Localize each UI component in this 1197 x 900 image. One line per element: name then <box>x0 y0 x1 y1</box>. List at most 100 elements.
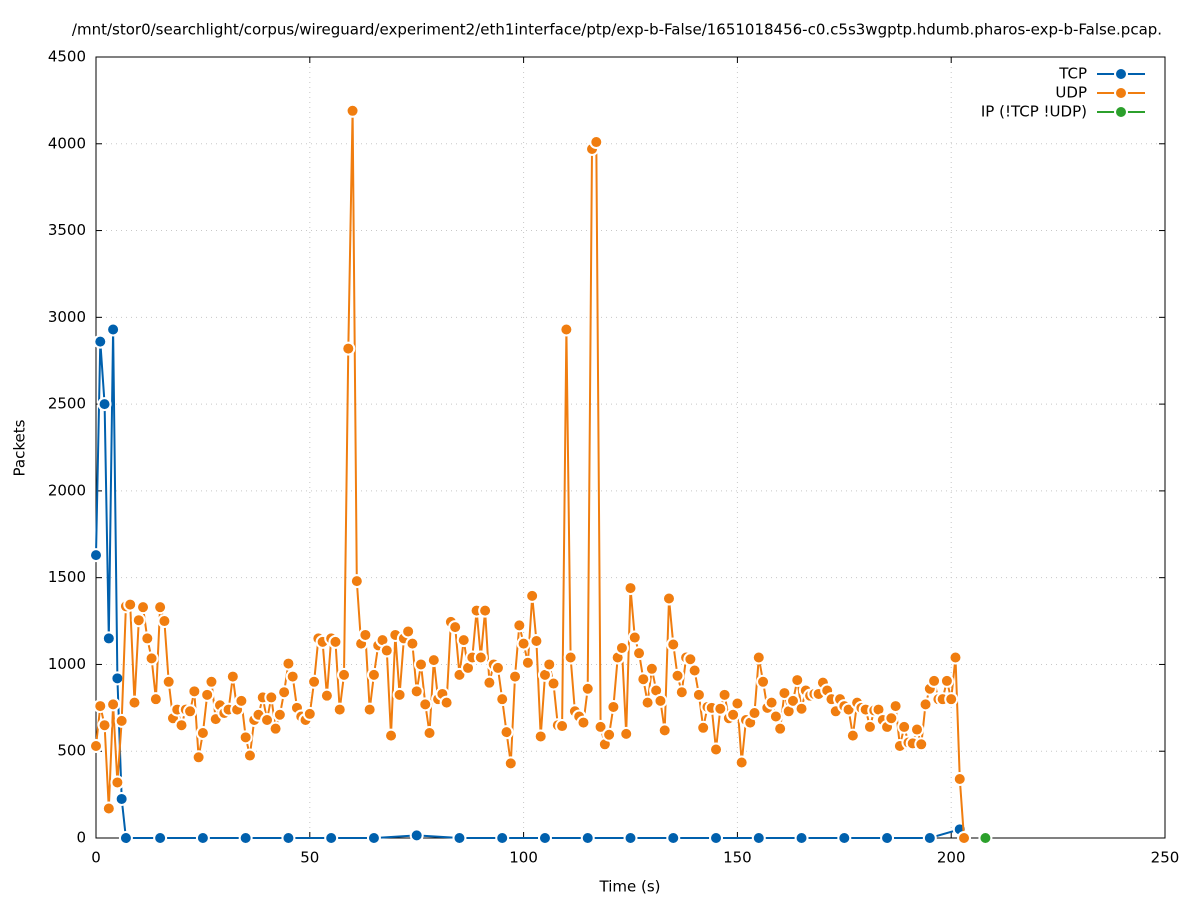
data-point <box>264 690 279 705</box>
data-point <box>957 831 972 845</box>
data-point <box>602 727 617 742</box>
data-point <box>747 706 762 721</box>
data-point <box>751 831 766 845</box>
data-point <box>148 692 163 707</box>
data-point <box>439 695 454 710</box>
data-point <box>918 697 933 712</box>
data-point <box>281 656 296 671</box>
data-point <box>136 600 151 615</box>
legend-label: TCP <box>1058 65 1087 83</box>
data-point <box>696 720 711 735</box>
data-point <box>512 618 527 633</box>
data-point <box>106 697 121 712</box>
data-point <box>606 699 621 714</box>
data-point <box>238 831 253 845</box>
data-point <box>837 831 852 845</box>
data-point <box>110 775 125 790</box>
data-point <box>89 548 103 563</box>
data-point <box>580 831 595 845</box>
y-tick-label: 1500 <box>48 568 86 586</box>
data-point <box>948 650 963 665</box>
data-point <box>888 699 903 714</box>
series-line <box>95 329 961 839</box>
data-point <box>589 135 604 150</box>
data-point <box>794 831 809 845</box>
data-point <box>862 719 877 734</box>
data-point <box>114 791 129 806</box>
data-point <box>516 636 531 651</box>
data-point <box>559 322 574 337</box>
x-tick-label: 0 <box>91 849 101 867</box>
data-point <box>683 652 698 667</box>
y-tick-label: 0 <box>76 829 86 847</box>
x-axis-label: Time (s) <box>599 878 661 896</box>
data-point <box>691 687 706 702</box>
x-tick-label: 100 <box>509 849 538 867</box>
data-point <box>944 692 959 707</box>
data-point <box>234 693 249 708</box>
data-point <box>93 699 108 714</box>
data-point <box>533 729 548 744</box>
data-point <box>281 831 296 845</box>
data-point <box>508 669 523 684</box>
data-point <box>580 681 595 696</box>
data-point <box>482 675 497 690</box>
data-point <box>448 620 463 635</box>
data-point <box>114 713 129 728</box>
data-point <box>914 737 929 752</box>
data-point <box>687 663 702 678</box>
data-point <box>131 613 146 628</box>
data-point <box>756 674 771 689</box>
data-point <box>277 685 292 700</box>
data-point <box>661 591 676 606</box>
data-point <box>773 721 788 736</box>
data-point <box>623 581 638 596</box>
data-point <box>670 668 685 683</box>
y-tick-label: 500 <box>57 742 86 760</box>
data-point <box>709 831 724 845</box>
data-point <box>174 718 189 733</box>
data-point <box>529 634 544 649</box>
data-point <box>93 334 108 349</box>
data-point <box>636 672 651 687</box>
data-point <box>777 686 792 701</box>
data-point <box>456 633 471 648</box>
y-tick-label: 4500 <box>48 48 86 66</box>
data-point <box>337 667 352 682</box>
data-point <box>845 728 860 743</box>
data-point <box>268 721 283 736</box>
data-point <box>405 636 420 651</box>
data-point <box>880 831 895 845</box>
data-point <box>285 669 300 684</box>
data-point <box>225 669 240 684</box>
data-point <box>499 725 514 740</box>
data-point <box>358 627 373 642</box>
data-point <box>409 828 424 843</box>
data-point <box>563 650 578 665</box>
data-point <box>546 676 561 691</box>
data-point <box>187 684 202 699</box>
data-point <box>952 771 967 786</box>
data-point <box>153 831 168 845</box>
y-axis-label: Packets <box>11 419 29 476</box>
data-point <box>110 671 125 686</box>
data-point <box>657 723 672 738</box>
data-point <box>101 631 116 646</box>
data-point <box>520 655 535 670</box>
data-point <box>345 103 360 118</box>
data-point <box>307 674 322 689</box>
data-point <box>674 685 689 700</box>
data-point <box>409 684 424 699</box>
data-point <box>452 831 467 845</box>
data-point <box>89 739 103 754</box>
data-point <box>939 673 954 688</box>
data-point <box>623 831 638 845</box>
data-point <box>927 673 942 688</box>
data-point <box>632 646 647 661</box>
x-tick-label: 50 <box>300 849 319 867</box>
data-point <box>909 722 924 737</box>
data-point <box>426 653 441 668</box>
data-point <box>127 695 142 710</box>
y-tick-label: 2500 <box>48 395 86 413</box>
